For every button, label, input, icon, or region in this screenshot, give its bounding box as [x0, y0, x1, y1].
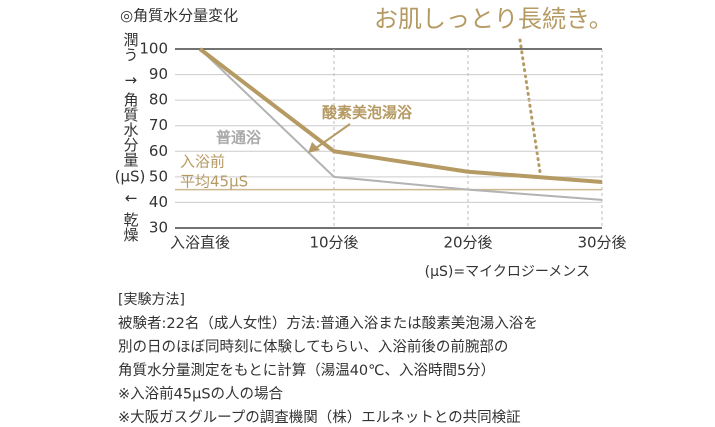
- label-arrow-head: [308, 142, 320, 153]
- unit-note: (μS)=マイクロジーメンス: [425, 264, 590, 280]
- label-arrow: [315, 123, 351, 149]
- series-line: [198, 47, 603, 184]
- y-tick-label: 70: [149, 116, 168, 134]
- note-line: 被験者:22名（成人女性）方法:普通入浴または酸素美泡湯入浴を: [118, 314, 538, 332]
- y-axis-label: 潤う: [122, 32, 140, 62]
- y-tick-label: 40: [149, 193, 168, 211]
- notes-heading: [実験方法]: [118, 292, 185, 308]
- note-line: ※大阪ガスグループの調査機関（株）エルネットとの共同検証: [118, 409, 521, 426]
- y-axis-label: 角質水分量: [122, 92, 140, 167]
- note-line: 別の日のほぼ同時刻に体験してもらい、入浴前後の前腕部の: [118, 339, 508, 356]
- x-tick-label: 10分後: [309, 234, 358, 252]
- series-label: 酸素美泡湯浴: [322, 104, 413, 122]
- series-line: [199, 48, 603, 201]
- chart-title: ◎角質水分量変化: [120, 7, 238, 25]
- y-tick-label: 80: [149, 91, 168, 109]
- y-axis-label: 乾燥: [122, 212, 140, 242]
- x-tick-label: 入浴直後: [170, 234, 230, 252]
- y-tick-label: 100: [139, 40, 168, 58]
- y-tick-label: 30: [149, 219, 168, 237]
- y-tick-label: 90: [149, 65, 168, 83]
- y-axis-label: ↓: [122, 192, 140, 205]
- y-tick-label: 60: [149, 142, 168, 160]
- reference-label: 入浴前: [180, 153, 225, 171]
- series-label: 普通浴: [216, 129, 262, 147]
- headline-pointer: [518, 38, 542, 174]
- y-axis-label: ↑: [122, 74, 140, 87]
- y-axis-label: (μS): [115, 168, 146, 186]
- note-line: 角質水分量測定をもとに計算（湯温40℃、入浴時間5分）: [118, 361, 495, 379]
- reference-label: 平均45μS: [180, 173, 248, 191]
- y-tick-label: 50: [149, 167, 168, 185]
- x-tick-label: 20分後: [443, 234, 492, 252]
- note-line: ※入浴前45μSの人の場合: [118, 386, 284, 403]
- headline: お肌しっとり長続き。: [374, 5, 613, 33]
- x-tick-label: 30分後: [577, 234, 626, 252]
